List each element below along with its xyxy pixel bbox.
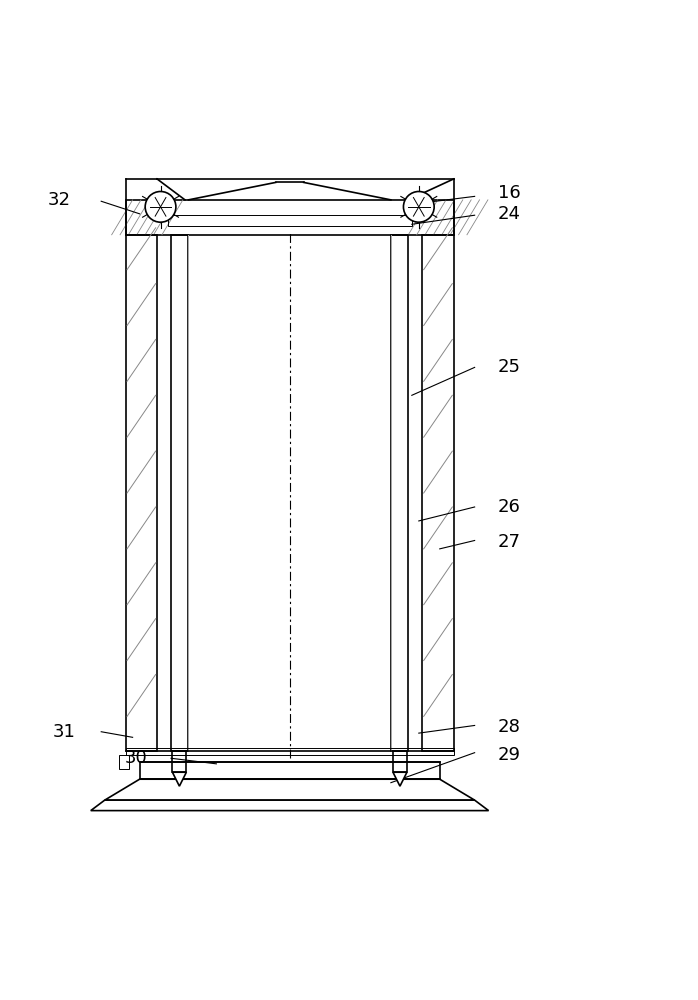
Text: 26: 26 — [498, 498, 521, 516]
Bar — [126, 235, 157, 751]
Bar — [422, 235, 454, 751]
Text: 29: 29 — [498, 746, 521, 764]
Polygon shape — [105, 779, 475, 800]
Bar — [168, 215, 412, 226]
Text: 27: 27 — [498, 533, 521, 551]
Circle shape — [145, 191, 176, 222]
Circle shape — [403, 191, 434, 222]
Bar — [126, 200, 454, 235]
Text: 25: 25 — [498, 358, 521, 376]
Polygon shape — [172, 772, 186, 786]
Polygon shape — [91, 800, 489, 811]
Bar — [140, 762, 440, 779]
Text: 28: 28 — [498, 718, 521, 736]
Text: 32: 32 — [48, 191, 70, 209]
Bar — [119, 755, 129, 769]
Text: 30: 30 — [125, 749, 147, 767]
Text: 16: 16 — [498, 184, 521, 202]
Polygon shape — [393, 772, 407, 786]
Bar — [126, 748, 454, 755]
Bar — [391, 235, 408, 751]
Text: 31: 31 — [53, 723, 75, 741]
Bar — [172, 751, 186, 772]
Text: 24: 24 — [498, 205, 521, 223]
Bar — [171, 235, 188, 751]
Bar — [393, 751, 407, 772]
